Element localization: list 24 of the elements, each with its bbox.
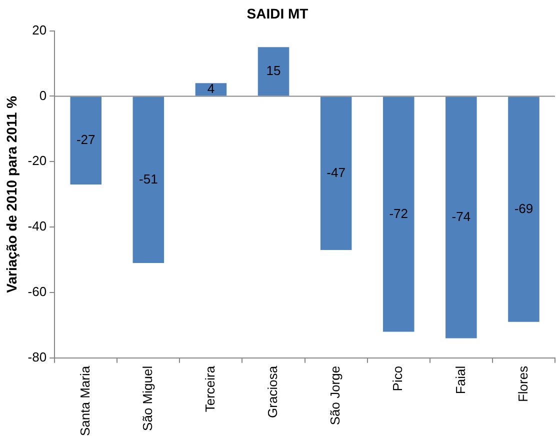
y-tick-label: 20 [32,22,47,38]
x-tick-label: Terceira [202,365,218,412]
data-label: 15 [266,63,281,78]
data-label: -72 [389,206,408,221]
x-tick-label: Graciosa [265,365,280,418]
data-label: -27 [76,132,96,148]
data-label: 4 [207,81,215,96]
data-label: -51 [139,171,158,186]
y-tick-label: 0 [39,88,47,103]
x-tick-label: São Jorge [328,366,343,426]
x-tick-label: Santa Maria [77,365,92,436]
y-axis-title: Variação de 2010 para 2011 % [3,95,20,293]
data-label: -69 [514,200,534,216]
y-tick-label: -40 [28,218,47,234]
y-tick-label: -60 [28,284,47,300]
x-tick-label: Faial [452,366,468,394]
x-tick-label: Pico [390,366,406,392]
x-tick-label: Flores [515,365,530,402]
data-label: -47 [326,164,346,180]
data-label: -74 [452,209,471,224]
chart-title: SAIDI MT [246,5,309,22]
y-tick-label: -80 [28,349,47,364]
y-tick-label: -20 [28,153,47,168]
x-tick-label: São Miguel [140,366,155,431]
